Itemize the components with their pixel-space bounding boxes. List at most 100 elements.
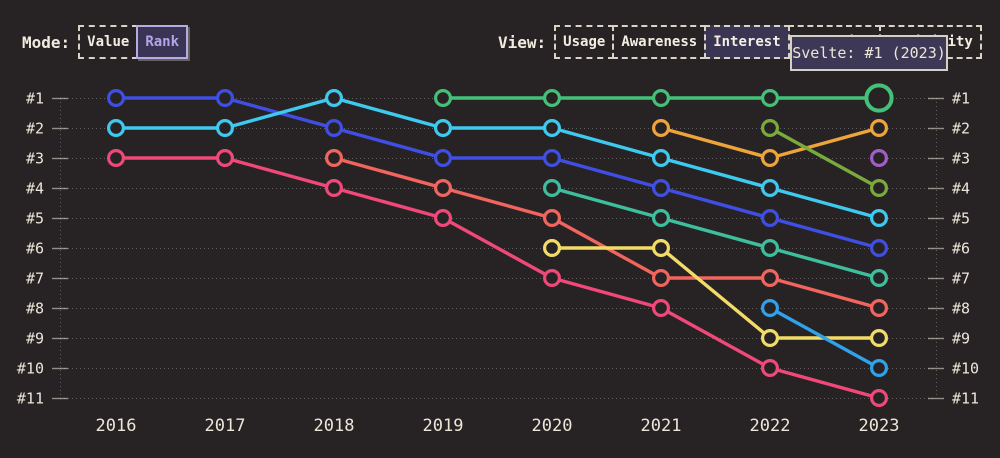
y-axis-label-left: #9 xyxy=(26,330,44,348)
chart-point-pink-2021[interactable] xyxy=(651,299,670,318)
chart-point-cyan-2019[interactable] xyxy=(434,118,453,137)
chart-point-salmon-2019[interactable] xyxy=(434,179,453,198)
chart-point-purple-2023[interactable] xyxy=(869,149,888,168)
y-axis-label-right: #7 xyxy=(952,270,970,288)
y-axis-label-left: #8 xyxy=(26,300,44,318)
chart-line-teal[interactable] xyxy=(550,186,881,280)
chart-point-salmon-2020[interactable] xyxy=(542,209,561,228)
chart-point-pink-2023[interactable] xyxy=(869,389,888,408)
y-axis-label-right: #5 xyxy=(952,210,970,228)
mode-value-button[interactable]: Value xyxy=(78,25,139,59)
y-axis-label-right: #10 xyxy=(952,360,979,378)
chart-line-pink[interactable] xyxy=(114,156,881,400)
y-axis-label-right: #4 xyxy=(952,180,970,198)
y-axis-label-right: #1 xyxy=(952,90,970,108)
x-axis-label: 2018 xyxy=(314,416,355,436)
y-axis-label-left: #7 xyxy=(26,270,44,288)
view-usage-button[interactable]: Usage xyxy=(554,25,615,59)
y-axis-label-left: #6 xyxy=(26,240,44,258)
y-axis-label-right: #3 xyxy=(952,150,970,168)
chart-point-cyan-2021[interactable] xyxy=(651,149,670,168)
y-axis-label-left: #5 xyxy=(26,210,44,228)
y-axis-label-right: #2 xyxy=(952,120,970,138)
chart-point-lime-2022[interactable] xyxy=(760,118,779,137)
chart-tooltip: Svelte: #1 (2023) xyxy=(790,35,948,71)
chart-point-royal-blue-2016[interactable] xyxy=(106,88,125,107)
chart-point-amber-2022[interactable] xyxy=(760,149,779,168)
x-axis-label: 2023 xyxy=(859,416,900,436)
x-axis-label: 2017 xyxy=(205,416,246,436)
mode-control-group: Mode: Value Rank xyxy=(22,25,189,59)
y-axis-label-left: #10 xyxy=(17,360,44,378)
chart-point-cyan-2016[interactable] xyxy=(106,118,125,137)
chart-point-pink-2018[interactable] xyxy=(325,179,344,198)
y-axis-label-right: #8 xyxy=(952,300,970,318)
y-axis-label-right: #6 xyxy=(952,240,970,258)
chart-point-svelte-2022[interactable] xyxy=(760,88,779,107)
x-axis-label: 2016 xyxy=(96,416,137,436)
chart-point-svelte-2019[interactable] xyxy=(434,88,453,107)
chart-point-royal-blue-2023[interactable] xyxy=(869,239,888,258)
mode-label: Mode: xyxy=(22,32,71,52)
chart-point-royal-blue-2018[interactable] xyxy=(325,118,344,137)
view-awareness-button[interactable]: Awareness xyxy=(612,25,707,59)
chart-point-yellow-2022[interactable] xyxy=(760,329,779,348)
chart-point-cyan-2017[interactable] xyxy=(216,118,235,137)
chart-point-amber-2021[interactable] xyxy=(651,118,670,137)
x-axis-label: 2021 xyxy=(641,416,682,436)
chart-point-cyan-2020[interactable] xyxy=(542,118,561,137)
chart-point-cyan-2022[interactable] xyxy=(760,179,779,198)
y-axis-label-left: #2 xyxy=(26,120,44,138)
chart-tooltip-text: Svelte: #1 (2023) xyxy=(792,44,946,62)
chart-point-yellow-2020[interactable] xyxy=(542,239,561,258)
y-axis-label-left: #3 xyxy=(26,150,44,168)
chart-line-lime[interactable] xyxy=(768,126,881,190)
chart-point-cyan-2023[interactable] xyxy=(869,209,888,228)
chart-point-teal-2022[interactable] xyxy=(760,239,779,258)
x-axis-label: 2020 xyxy=(532,416,573,436)
chart-point-cyan-2018[interactable] xyxy=(325,88,344,107)
chart-point-salmon-2023[interactable] xyxy=(869,299,888,318)
chart-point-svelte-2021[interactable] xyxy=(651,88,670,107)
chart-point-salmon-2022[interactable] xyxy=(760,269,779,288)
view-interest-button[interactable]: Interest xyxy=(704,25,790,59)
chart-point-lime-2023[interactable] xyxy=(869,179,888,198)
y-axis-label-right: #11 xyxy=(952,390,979,408)
chart-point-teal-2020[interactable] xyxy=(542,179,561,198)
chart-point-yellow-2023[interactable] xyxy=(869,329,888,348)
chart-point-pink-2016[interactable] xyxy=(106,149,125,168)
chart-point-pink-2019[interactable] xyxy=(434,209,453,228)
chart-point-teal-2021[interactable] xyxy=(651,209,670,228)
chart-line-salmon[interactable] xyxy=(332,156,881,310)
chart-line-cyan[interactable] xyxy=(114,96,881,220)
chart-point-royal-blue-2020[interactable] xyxy=(542,149,561,168)
chart-point-royal-blue-2019[interactable] xyxy=(434,149,453,168)
chart-point-royal-blue-2017[interactable] xyxy=(216,88,235,107)
y-axis-label-left: #1 xyxy=(26,90,44,108)
chart-point-salmon-2021[interactable] xyxy=(651,269,670,288)
chart-line-sky-blue[interactable] xyxy=(768,306,881,370)
view-label: View: xyxy=(498,32,547,52)
chart-point-royal-blue-2022[interactable] xyxy=(760,209,779,228)
chart-point-royal-blue-2021[interactable] xyxy=(651,179,670,198)
y-axis-label-left: #11 xyxy=(17,390,44,408)
chart-point-svelte-2020[interactable] xyxy=(542,88,561,107)
chart-point-teal-2023[interactable] xyxy=(869,269,888,288)
y-axis-label-right: #9 xyxy=(952,330,970,348)
y-axis-label-left: #4 xyxy=(26,180,44,198)
chart-line-royal-blue[interactable] xyxy=(114,96,881,250)
mode-rank-button[interactable]: Rank xyxy=(136,25,189,59)
x-axis-label: 2019 xyxy=(423,416,464,436)
chart-point-salmon-2018[interactable] xyxy=(325,149,344,168)
chart-point-sky-blue-2022[interactable] xyxy=(760,299,779,318)
chart-point-sky-blue-2023[interactable] xyxy=(869,359,888,378)
chart-point-yellow-2021[interactable] xyxy=(651,239,670,258)
chart-point-amber-2023[interactable] xyxy=(869,118,888,137)
chart-point-pink-2022[interactable] xyxy=(760,359,779,378)
chart-point-pink-2017[interactable] xyxy=(216,149,235,168)
x-axis-label: 2022 xyxy=(750,416,791,436)
chart-point-pink-2020[interactable] xyxy=(542,269,561,288)
chart-point-highlight-svelte[interactable] xyxy=(864,83,894,113)
